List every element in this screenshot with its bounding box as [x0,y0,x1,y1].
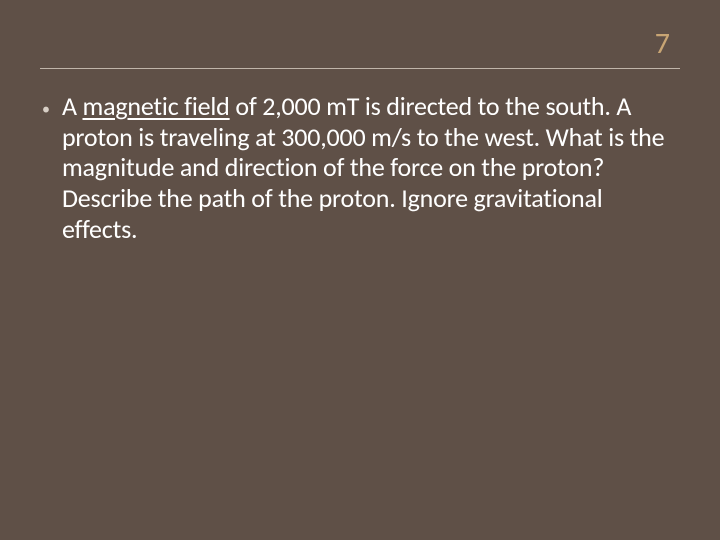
bullet-icon: • [42,100,50,119]
body-content: • A magnetic field of 2,000 mT is direct… [40,91,680,244]
body-text: A magnetic field of 2,000 mT is directed… [62,91,680,244]
slide-container: 7 • A magnetic field of 2,000 mT is dire… [0,0,720,540]
body-prefix: A [62,90,83,122]
body-underlined: magnetic field [83,90,230,122]
slide-number: 7 [40,25,680,62]
title-divider [40,68,680,69]
